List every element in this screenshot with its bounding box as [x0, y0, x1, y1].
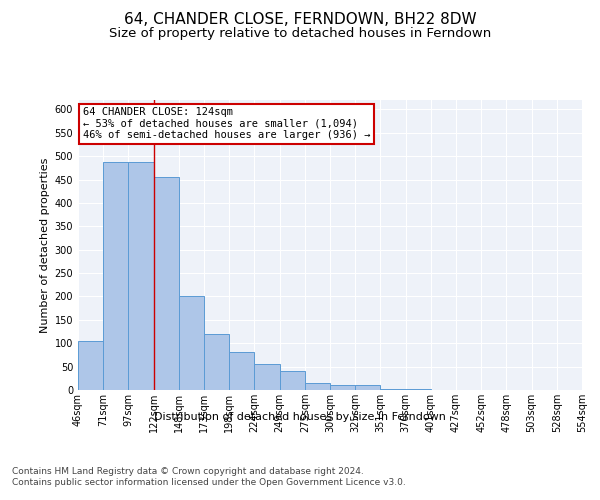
- Bar: [280, 372, 305, 390]
- Bar: [355, 386, 380, 390]
- Text: 64, CHANDER CLOSE, FERNDOWN, BH22 8DW: 64, CHANDER CLOSE, FERNDOWN, BH22 8DW: [124, 12, 476, 28]
- Bar: [78, 341, 103, 390]
- Bar: [406, 389, 431, 390]
- Text: Distribution of detached houses by size in Ferndown: Distribution of detached houses by size …: [154, 412, 446, 422]
- Bar: [229, 352, 254, 390]
- Bar: [154, 177, 179, 390]
- Bar: [204, 334, 229, 390]
- Text: Contains HM Land Registry data © Crown copyright and database right 2024.
Contai: Contains HM Land Registry data © Crown c…: [12, 468, 406, 487]
- Bar: [305, 383, 330, 390]
- Bar: [128, 162, 154, 390]
- Bar: [179, 296, 204, 390]
- Bar: [380, 388, 406, 390]
- Text: Size of property relative to detached houses in Ferndown: Size of property relative to detached ho…: [109, 28, 491, 40]
- Bar: [254, 364, 280, 390]
- Bar: [103, 162, 128, 390]
- Text: 64 CHANDER CLOSE: 124sqm
← 53% of detached houses are smaller (1,094)
46% of sem: 64 CHANDER CLOSE: 124sqm ← 53% of detach…: [83, 108, 371, 140]
- Bar: [330, 386, 355, 390]
- Y-axis label: Number of detached properties: Number of detached properties: [40, 158, 50, 332]
